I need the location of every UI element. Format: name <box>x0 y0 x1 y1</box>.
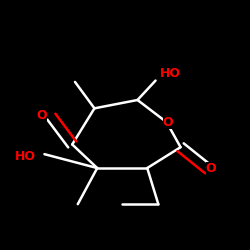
Text: O: O <box>163 116 173 129</box>
Text: O: O <box>206 162 216 174</box>
Text: O: O <box>36 109 47 122</box>
Text: HO: HO <box>160 67 181 80</box>
Text: HO: HO <box>15 150 36 164</box>
